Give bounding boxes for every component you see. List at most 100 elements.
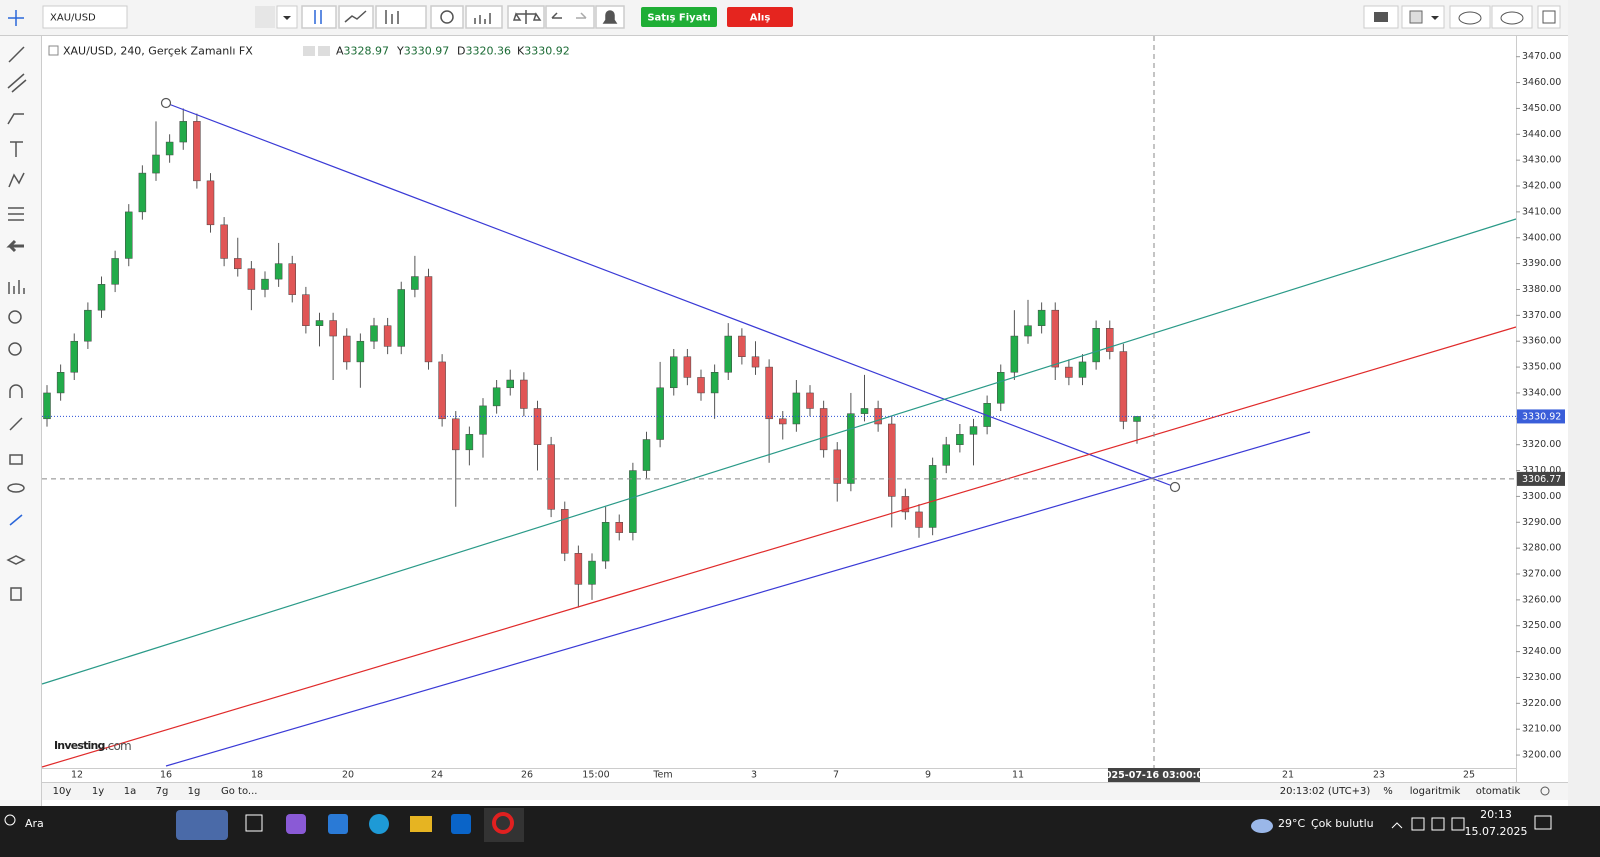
candle-body [206,180,215,226]
edge-icon[interactable] [369,814,389,834]
candle-body [697,377,705,394]
brush-tool[interactable] [7,113,24,125]
sell-label[interactable]: Satış Fiyatı [647,13,710,24]
taskview-icon[interactable] [245,814,263,832]
magnet-tool[interactable] [9,384,23,398]
percent-toggle[interactable]: % [1383,786,1393,797]
candle-body [738,335,746,357]
open-label: A [336,45,344,58]
fib-tool[interactable] [8,207,24,221]
opera-icon[interactable] [492,812,514,834]
candle-body [1092,328,1100,363]
low-value: 3320.36 [465,45,511,58]
auto-toggle[interactable]: otomatik [1476,786,1521,797]
candle-body [888,423,896,497]
legend-icon[interactable] [318,46,330,56]
explorer-icon[interactable] [410,816,432,832]
compare-button[interactable] [375,5,427,29]
range-button[interactable]: 7g [156,786,169,797]
tray-arrow[interactable] [1391,822,1403,829]
candle-body [97,284,106,311]
tray-icon[interactable] [1451,817,1465,831]
candle-body [520,379,528,409]
indicator-button[interactable] [338,5,374,29]
range-button[interactable]: 1g [188,786,201,797]
crosshair-price-label: 3306.77 [1522,474,1561,485]
lock-tool[interactable] [9,454,23,465]
candle-body [43,392,51,420]
copilot-icon[interactable] [286,814,306,834]
candle-body [383,325,392,347]
candle-body [819,408,828,451]
crosshair-tool[interactable] [8,10,24,26]
symbol[interactable]: XAU/USD [50,13,96,24]
range-button[interactable]: 1y [92,786,104,797]
plot [43,108,1141,608]
store-icon[interactable] [328,814,348,834]
undo-icon [551,12,562,19]
high-value: 3330.97 [404,45,450,58]
candle-body [1051,309,1059,368]
studies-button[interactable] [465,5,503,29]
legend-icon[interactable] [303,46,315,56]
last-price-box [1517,409,1565,424]
y-tick-label: 3360.00 [1522,336,1561,347]
candle-body [397,289,405,347]
range-button[interactable]: 10y [53,786,72,797]
measure-tool[interactable] [8,280,25,294]
candle-body [710,372,719,394]
buy-button[interactable] [727,7,793,27]
anchor-handle[interactable] [160,97,172,109]
outlook-icon[interactable] [451,814,471,834]
y-tick-label: 3400.00 [1522,232,1561,243]
trendline [41,218,1517,685]
low-label: D [457,45,465,58]
zoom-out-tool[interactable] [8,342,22,356]
search-box[interactable]: Ara [25,817,44,830]
channel-tool[interactable] [7,73,27,93]
range-button[interactable]: 1a [124,786,137,797]
pattern-tool[interactable] [8,172,25,188]
delete-tool[interactable] [10,587,22,601]
sell-button[interactable] [641,7,717,27]
back-tool[interactable] [6,239,24,253]
y-tick-label: 3270.00 [1522,569,1561,580]
y-tick-label: 3260.00 [1522,594,1561,605]
visibility-tool[interactable] [7,483,25,493]
tray-icon[interactable] [1431,817,1445,831]
layers-tool[interactable] [6,555,26,565]
candle-type-button[interactable] [301,5,337,29]
goto-button[interactable]: Go to... [221,786,257,797]
right-toolbar [1363,5,1561,29]
symbol-box[interactable] [42,5,128,29]
candle-body [370,325,378,342]
text-tool[interactable] [10,141,23,157]
trendline [165,102,1176,488]
legend-collapse[interactable] [48,45,59,56]
candle-body [138,172,147,213]
pencil-tool[interactable] [9,417,23,431]
y-tick-label: 3390.00 [1522,258,1561,269]
buy-label[interactable]: Alış [750,13,771,24]
y-tick-label: 3290.00 [1522,517,1561,528]
notification-icon[interactable] [1534,815,1552,830]
zoom-in-tool[interactable] [8,310,22,324]
anchor-handle[interactable] [1169,481,1181,493]
trendline-tool[interactable] [8,46,25,63]
candle-body [479,405,487,435]
settings-icon[interactable] [1540,786,1550,796]
cloud-icon [1458,11,1482,25]
candle-body [874,408,882,425]
candle-body [642,439,651,471]
settings-button[interactable] [430,5,464,29]
fullscreen-button[interactable] [1537,5,1561,29]
cloud-save-button[interactable] [1491,5,1533,29]
crosshair-time-label: 2025-07-16 03:00:00 [1098,770,1210,781]
cloud-load-button[interactable] [1449,5,1491,29]
x-tick-label: 3 [751,770,757,781]
link-tool[interactable] [9,514,23,526]
logo-suffix: .com [105,739,131,753]
log-toggle[interactable]: logaritmik [1410,786,1461,797]
undo-redo-button[interactable] [545,5,595,29]
tray-icon[interactable] [1411,817,1425,831]
